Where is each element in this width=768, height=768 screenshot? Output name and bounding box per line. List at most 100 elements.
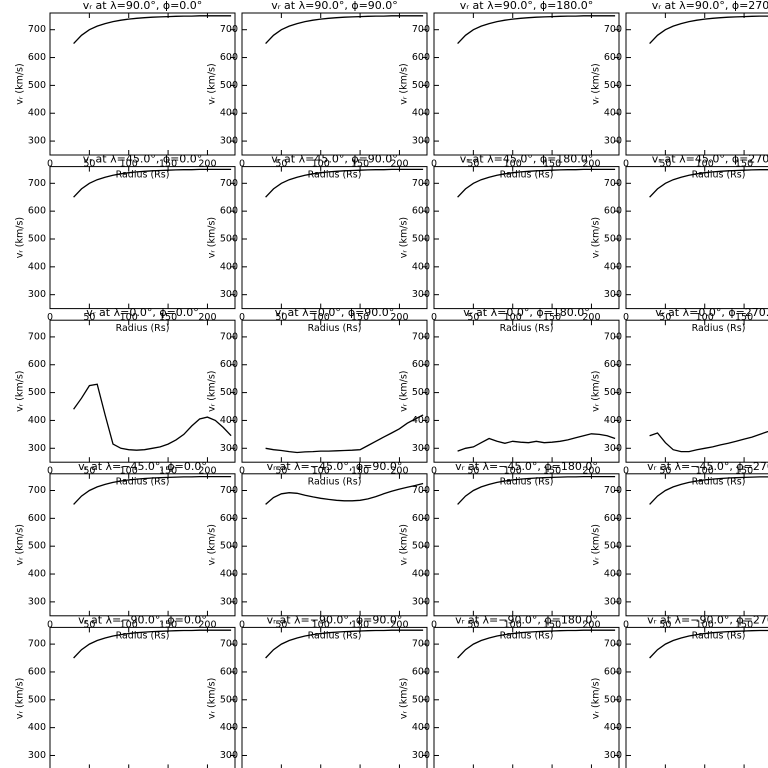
data-line	[457, 475, 616, 505]
y-tick-label: 600	[412, 513, 430, 524]
x-tick-label: 200	[198, 312, 216, 323]
x-tick-label: 0	[47, 619, 53, 630]
x-tick-label: 50	[467, 312, 479, 323]
y-tick-label: 300	[220, 136, 238, 147]
plot-frame	[625, 12, 768, 156]
plot-frame	[625, 626, 768, 768]
x-axis-label: Radius (Rs)	[308, 170, 362, 181]
y-tick-label: 300	[604, 596, 622, 607]
y-axis-label: vᵣ (km/s)	[207, 678, 218, 719]
x-tick-label: 0	[47, 466, 53, 477]
x-axis-label: Radius (Rs)	[116, 323, 170, 334]
y-tick-label: 500	[28, 387, 46, 398]
y-tick-label: 300	[412, 443, 430, 454]
chart-title: vᵣ at λ=90.0°, ϕ=180.0°	[460, 0, 594, 12]
y-tick-label: 400	[412, 415, 430, 426]
y-tick-label: 600	[412, 206, 430, 217]
y-tick-label: 400	[604, 722, 622, 733]
x-tick-label: 50	[83, 312, 95, 323]
y-tick-label: 400	[412, 722, 430, 733]
x-axis-label: Radius (Rs)	[308, 630, 362, 641]
plot-frame	[625, 319, 768, 463]
plot-frame	[433, 12, 620, 156]
y-tick-label: 500	[28, 694, 46, 705]
y-tick-label: 300	[220, 443, 238, 454]
y-axis-label: vᵣ (km/s)	[15, 524, 26, 565]
y-tick-label: 700	[412, 485, 430, 496]
y-tick-label: 300	[220, 596, 238, 607]
plot-frame	[625, 166, 768, 310]
y-tick-label: 700	[28, 178, 46, 189]
y-tick-label: 300	[28, 443, 46, 454]
x-tick-label: 50	[659, 619, 671, 630]
plot-frame	[433, 473, 620, 617]
y-tick-label: 500	[412, 233, 430, 244]
y-axis-label: vᵣ (km/s)	[207, 370, 218, 411]
chart-title: vᵣ at λ=−90.0°, ϕ=180.0°	[455, 613, 598, 626]
y-axis-label: vᵣ (km/s)	[399, 63, 410, 104]
chart-title: vᵣ at λ=−90.0°, ϕ=90.0°	[267, 613, 403, 626]
y-tick-label: 700	[412, 178, 430, 189]
x-tick-label: 200	[390, 159, 408, 170]
x-tick-label: 50	[83, 466, 95, 477]
y-tick-label: 600	[604, 513, 622, 524]
y-tick-label: 700	[28, 24, 46, 35]
y-tick-label: 400	[220, 108, 238, 119]
y-axis-label: vᵣ (km/s)	[399, 217, 410, 258]
x-tick-label: 50	[275, 312, 287, 323]
y-tick-label: 600	[220, 666, 238, 677]
plot-frame	[433, 626, 620, 768]
y-tick-label: 400	[220, 569, 238, 580]
x-tick-label: 150	[159, 312, 177, 323]
x-tick-label: 50	[659, 466, 671, 477]
plot-frame	[49, 319, 236, 463]
y-axis-label: vᵣ (km/s)	[591, 63, 602, 104]
y-tick-label: 500	[412, 387, 430, 398]
y-tick-label: 400	[220, 261, 238, 272]
y-tick-label: 500	[220, 233, 238, 244]
y-tick-label: 600	[28, 206, 46, 217]
plot-frame	[625, 473, 768, 617]
x-tick-label: 50	[659, 159, 671, 170]
y-tick-label: 500	[220, 541, 238, 552]
x-tick-label: 0	[239, 619, 245, 630]
chart-title: vᵣ at λ=90.0°, ϕ=0.0°	[83, 0, 203, 12]
y-tick-label: 400	[28, 415, 46, 426]
y-tick-label: 500	[412, 80, 430, 91]
y-axis-label: vᵣ (km/s)	[207, 217, 218, 258]
x-tick-label: 150	[351, 159, 369, 170]
x-tick-label: 100	[504, 312, 522, 323]
x-tick-label: 50	[83, 619, 95, 630]
x-tick-label: 100	[696, 312, 714, 323]
chart-title: vᵣ at λ=−90.0°, ϕ=270.0°	[647, 613, 768, 626]
y-tick-label: 700	[28, 485, 46, 496]
x-tick-label: 50	[467, 159, 479, 170]
x-tick-label: 0	[239, 466, 245, 477]
y-axis-label: vᵣ (km/s)	[399, 370, 410, 411]
y-tick-label: 600	[604, 666, 622, 677]
chart-title: vᵣ at λ=45.0°, ϕ=180.0°	[460, 153, 594, 166]
y-axis-label: vᵣ (km/s)	[15, 678, 26, 719]
data-line	[265, 629, 424, 659]
x-tick-label: 200	[198, 159, 216, 170]
chart-title: vᵣ at λ=−45.0°, ϕ=0.0°	[78, 460, 207, 473]
x-tick-label: 150	[543, 466, 561, 477]
y-tick-label: 500	[28, 233, 46, 244]
x-tick-label: 0	[623, 619, 629, 630]
y-tick-label: 700	[412, 639, 430, 650]
y-tick-label: 400	[28, 569, 46, 580]
plot-frame	[241, 319, 428, 463]
x-tick-label: 50	[467, 466, 479, 477]
x-tick-label: 200	[582, 159, 600, 170]
x-axis-label: Radius (Rs)	[500, 323, 554, 334]
x-tick-label: 150	[735, 466, 753, 477]
x-tick-label: 100	[696, 159, 714, 170]
x-tick-label: 100	[504, 466, 522, 477]
chart-title: vᵣ at λ=0.0°, ϕ=90.0°	[275, 306, 395, 319]
x-tick-label: 150	[159, 159, 177, 170]
plot-frame	[49, 473, 236, 617]
x-tick-label: 0	[239, 312, 245, 323]
y-tick-label: 300	[220, 750, 238, 761]
plot-frame	[49, 166, 236, 310]
